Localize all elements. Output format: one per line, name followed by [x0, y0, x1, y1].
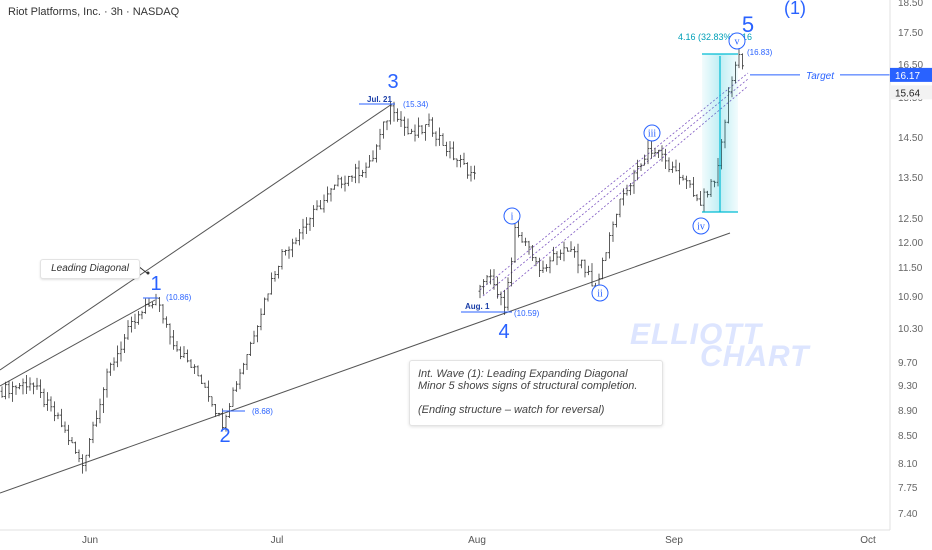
subwave-circle: [643, 124, 661, 142]
channel-upper-2: [479, 72, 749, 291]
last-price-label: 15.64: [895, 88, 920, 99]
x-tick-label: Aug: [468, 535, 486, 546]
y-tick-label: 7.40: [898, 509, 918, 520]
x-axis: Jun Jul Aug Sep Oct: [0, 529, 890, 546]
wave-label: 4: [498, 321, 509, 343]
price-label: (10.59): [514, 309, 540, 318]
subwave-circle: [692, 217, 710, 235]
x-tick-label: Oct: [860, 535, 876, 546]
y-tick-label: 8.90: [898, 406, 918, 417]
y-tick-label: 17.50: [898, 28, 923, 39]
overlay: 4.16 (32.83%) 416 Target 1 (10.86) 2 (8.68) 3 J…: [137, 0, 890, 447]
target-label: Target: [806, 71, 835, 82]
lower-trendline: [0, 232, 731, 494]
trendlines: [0, 72, 749, 494]
y-tick-label: 10.90: [898, 292, 923, 303]
target-price-label: 16.17: [895, 71, 920, 82]
annotation-line-3: [418, 392, 654, 404]
y-tick-label: 8.10: [898, 459, 918, 470]
y-tick-label: 13.50: [898, 173, 923, 184]
measure-label: 4.16 (32.83%) 416: [678, 32, 752, 42]
y-axis: 18.5017.5016.5015.5014.5013.5012.5012.00…: [889, 0, 932, 530]
wave-label: 2: [219, 425, 230, 447]
annotation-line-4: (Ending structure – watch for reversal): [418, 404, 605, 416]
y-tick-label: 7.75: [898, 483, 918, 494]
leading-diagonal-dot: [146, 271, 150, 275]
price-label: (16.83): [747, 48, 773, 57]
wave-label: (1): [784, 0, 806, 18]
y-tick-label: 12.50: [898, 214, 923, 225]
y-tick-label: 12.00: [898, 238, 923, 249]
chart-title: Riot Platforms, Inc. · 3h · NASDAQ: [8, 6, 180, 18]
y-tick-label: 11.50: [898, 263, 923, 274]
date-label: Aug. 1: [465, 302, 490, 311]
wave1-trendline: [0, 299, 156, 387]
y-tick-label: 9.70: [898, 358, 918, 369]
watermark-line-1: ELLIOTT: [630, 318, 762, 351]
x-tick-label: Jul: [271, 535, 284, 546]
wave-label: 3: [387, 71, 398, 93]
subwave-label: ii: [597, 289, 603, 300]
subwave-label: iv: [697, 222, 705, 233]
y-tick-label: 10.30: [898, 324, 923, 335]
y-tick-label: 8.50: [898, 431, 918, 442]
subwave-label: iii: [648, 129, 657, 140]
date-label: Jul. 21: [367, 95, 392, 104]
x-tick-label: Jun: [82, 535, 98, 546]
wave-label: 1: [150, 273, 161, 295]
y-tick-label: 16.50: [898, 60, 923, 71]
wave-label: 5: [742, 12, 754, 37]
candles: [0, 48, 744, 474]
subwave-label: i: [511, 212, 514, 223]
y-tick-label: 9.30: [898, 381, 918, 392]
price-label: (15.34): [403, 100, 429, 109]
y-tick-label: 18.50: [898, 0, 923, 9]
annotation-line-1: Int. Wave (1): Leading Expanding Diagona…: [418, 368, 628, 380]
subwave-circle: [591, 284, 609, 302]
leading-diagonal-label: Leading Diagonal: [40, 259, 140, 279]
subwave-circle: [503, 207, 521, 225]
subwave-label: v: [735, 37, 740, 48]
price-label: (8.68): [252, 407, 273, 416]
last-price-tag: [890, 85, 932, 100]
annotation-box: Int. Wave (1): Leading Expanding Diagona…: [409, 360, 663, 426]
annotation-line-2: Minor 5 shows signs of structural comple…: [418, 380, 638, 392]
upper-trendline: [0, 103, 393, 371]
price-label: (10.86): [166, 293, 192, 302]
subwave-circle: [728, 32, 746, 50]
y-tick-label: 14.50: [898, 133, 923, 144]
watermark-line-2: CHART: [700, 340, 810, 373]
target-label-bg: [800, 67, 840, 82]
target-price-tag: [890, 67, 932, 82]
x-tick-label: Sep: [665, 535, 683, 546]
